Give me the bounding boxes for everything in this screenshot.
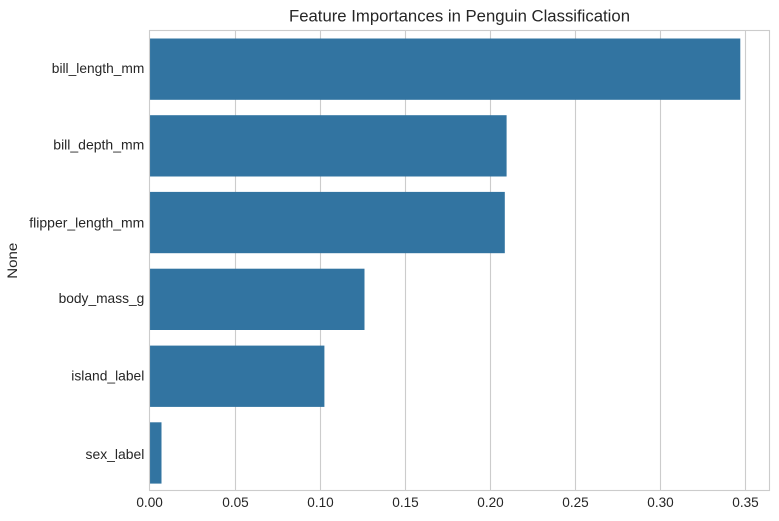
svg-text:Feature Importances in Penguin: Feature Importances in Penguin Classific… <box>289 7 630 26</box>
svg-text:flipper_length_mm: flipper_length_mm <box>29 215 144 230</box>
svg-text:0.35: 0.35 <box>732 495 758 510</box>
svg-text:0.20: 0.20 <box>477 495 504 510</box>
svg-text:0.30: 0.30 <box>647 495 674 510</box>
svg-text:0.00: 0.00 <box>136 495 163 510</box>
svg-text:0.25: 0.25 <box>562 495 588 510</box>
svg-text:bill_depth_mm: bill_depth_mm <box>53 137 144 152</box>
svg-text:sex_label: sex_label <box>86 447 145 462</box>
svg-text:None: None <box>5 243 20 279</box>
svg-text:body_mass_g: body_mass_g <box>59 291 145 306</box>
svg-text:bill_length_mm: bill_length_mm <box>52 61 145 76</box>
svg-text:0.05: 0.05 <box>222 495 248 510</box>
svg-text:0.10: 0.10 <box>307 495 334 510</box>
svg-text:0.15: 0.15 <box>392 495 418 510</box>
svg-text:island_label: island_label <box>71 369 144 384</box>
